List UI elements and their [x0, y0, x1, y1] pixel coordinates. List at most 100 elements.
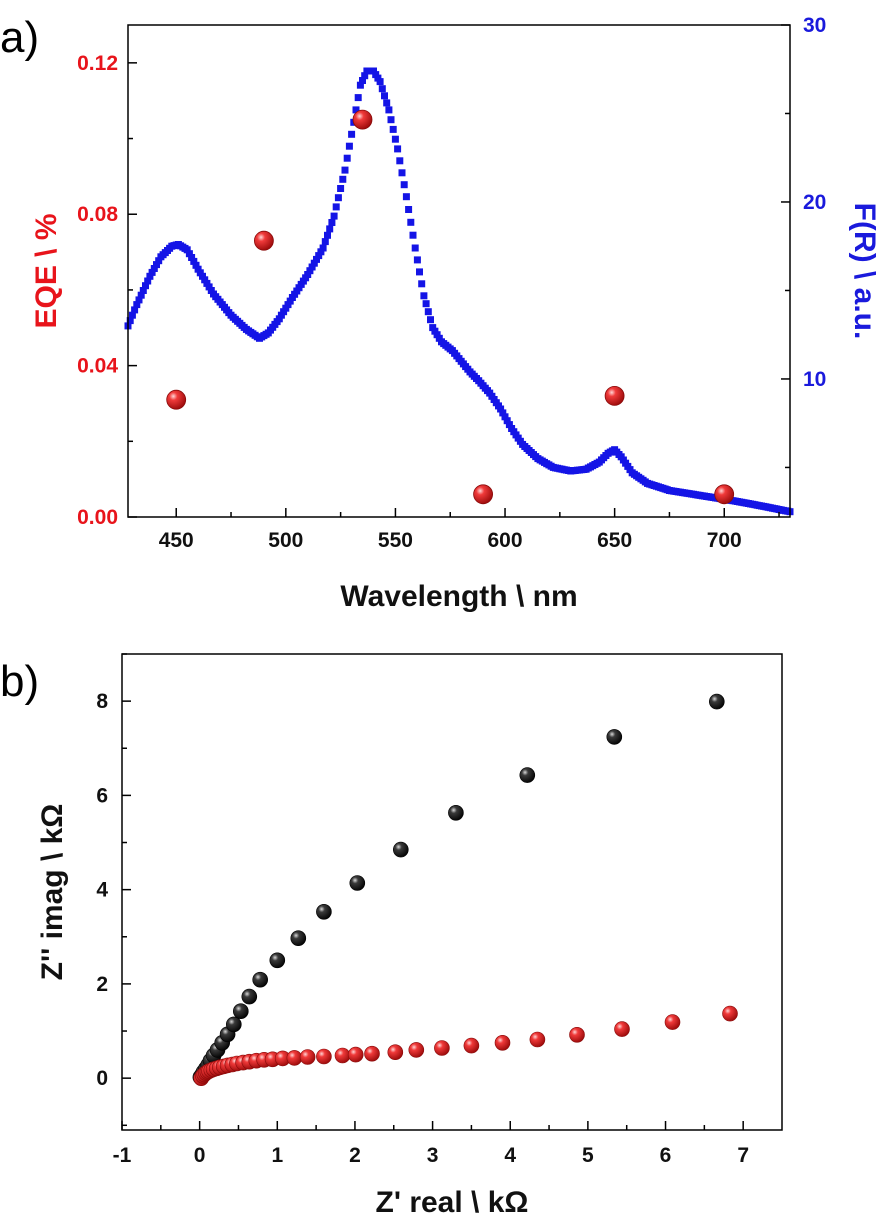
chart-a-y-axis-title: EQE \ % — [30, 213, 63, 328]
black-series-point-14 — [269, 952, 286, 969]
spectrum-point-11 — [148, 268, 156, 276]
chart-a-y2-axis-title: F(R) \ a.u. — [848, 203, 876, 340]
black-series-point-11 — [233, 1003, 249, 1020]
spectrum-point-102 — [348, 130, 356, 138]
spectrum-point-4 — [133, 301, 141, 309]
chart-b-x-tick-label-5: 4 — [504, 1144, 516, 1167]
red-series-point-23 — [334, 1047, 351, 1064]
spectrum-point-108 — [361, 72, 369, 80]
red-series-point-20 — [286, 1050, 303, 1066]
black-series-point-19 — [448, 804, 464, 821]
spectrum-point-90 — [321, 238, 329, 246]
spectrum-point-6 — [137, 291, 145, 299]
spectrum-point-124 — [396, 157, 404, 165]
black-series-point-15 — [290, 930, 307, 947]
chart-a-y-tick-label-1: 0.04 — [77, 355, 118, 378]
panel-label-b: b) — [0, 657, 39, 706]
spectrum-point-94 — [330, 212, 338, 220]
spectrum-point-95 — [332, 203, 340, 211]
red-series-point-24 — [347, 1046, 364, 1063]
spectrum-point-2 — [128, 311, 136, 319]
chart-b-plot — [192, 693, 738, 1086]
chart-b-x-tick-label-8: 7 — [737, 1144, 749, 1167]
black-series-point-21 — [606, 729, 623, 745]
spectrum-point-37 — [205, 283, 213, 291]
spectrum-point-8 — [142, 282, 149, 290]
chart-b-x-tick-label-1: 0 — [194, 1144, 206, 1167]
spectrum-point-119 — [385, 106, 393, 114]
spectrum-point-133 — [416, 268, 423, 276]
chart-b-y-tick-label-4: 8 — [96, 690, 108, 713]
spectrum-point-107 — [359, 77, 366, 84]
eqe-point-0 — [166, 389, 187, 410]
eqe-point-1 — [253, 230, 274, 251]
chart-b-x-axis-title: Z' real \ kΩ — [376, 1186, 529, 1219]
chart-b-ticks: -1 0 1 2 3 4 5 6 7 0 2 4 6 8 — [96, 653, 749, 1167]
red-series-point-27 — [408, 1042, 425, 1058]
spectrum-point-129 — [407, 218, 415, 226]
spectrum-point-135 — [420, 292, 428, 300]
spectrum-point-130 — [409, 231, 417, 239]
spectrum-point-139 — [429, 324, 437, 332]
spectrum-point-9 — [144, 277, 152, 285]
chart-b-x-tick-label-3: 2 — [349, 1144, 361, 1167]
chart-a-x-axis-title: Wavelength \ nm — [340, 580, 577, 613]
spectrum-point-131 — [411, 244, 419, 252]
spectrum-point-121 — [389, 125, 397, 133]
spectrum-point-35 — [201, 276, 209, 284]
spectrum-point-10 — [146, 272, 154, 280]
spectrum-point-172 — [501, 413, 509, 421]
chart-b-y-tick-label-3: 6 — [96, 784, 108, 807]
spectrum-point-30 — [190, 257, 198, 265]
spectrum-point-170 — [497, 405, 505, 413]
chart-a-x-tick-label-5: 700 — [707, 529, 742, 552]
spectrum-point-112 — [370, 67, 377, 75]
chart-a-x-tick-label-4: 650 — [597, 529, 632, 552]
black-series-point-20 — [519, 767, 536, 783]
red-series-point-29 — [463, 1037, 480, 1054]
eqe-point-5 — [714, 484, 735, 505]
chart-a-y2-tick-label-0: 10 — [803, 368, 826, 391]
chart-b-x-tick-label-6: 5 — [582, 1144, 594, 1167]
spectrum-point-116 — [378, 85, 386, 93]
spectrum-point-31 — [192, 261, 200, 269]
chart-a-frame — [127, 24, 791, 518]
spectrum-point-120 — [387, 116, 395, 124]
red-series-point-32 — [569, 1027, 585, 1043]
spectrum-point-14 — [155, 257, 163, 265]
spectrum-point-106 — [356, 81, 364, 89]
spectrum-point-171 — [499, 409, 507, 417]
chart-b: b) -1 0 1 2 3 4 5 6 7 0 2 4 6 8 Z' real \ kΩ Z'' imag… — [0, 653, 783, 1219]
red-series-point-34 — [664, 1014, 681, 1030]
spectrum-point-12 — [150, 265, 158, 272]
spectrum-point-87 — [315, 252, 323, 260]
spectrum-point-138 — [427, 316, 434, 324]
chart-a-x-tick-label-2: 550 — [378, 529, 413, 552]
spectrum-point-132 — [413, 256, 421, 264]
chart-a-y2-tick-label-2: 30 — [803, 14, 826, 37]
black-series-point-12 — [241, 988, 258, 1005]
red-series-point-33 — [614, 1021, 630, 1037]
spectrum-point-89 — [319, 244, 327, 252]
chart-b-x-tick-label-7: 6 — [660, 1144, 672, 1167]
red-series-point-28 — [434, 1040, 450, 1056]
chart-a-x-tick-label-1: 500 — [268, 529, 303, 552]
chart-a-x-tick-label-0: 450 — [159, 529, 194, 552]
spectrum-point-29 — [188, 254, 196, 261]
spectrum-point-92 — [326, 225, 334, 233]
spectrum-point-86 — [313, 255, 320, 263]
chart-b-frame — [121, 653, 783, 1131]
spectrum-point-91 — [324, 231, 331, 239]
spectrum-point-88 — [317, 248, 325, 256]
spectrum-point-32 — [194, 265, 202, 273]
spectrum-point-98 — [339, 175, 347, 183]
panel-label-a: a) — [0, 13, 39, 62]
black-series-point-16 — [316, 903, 332, 920]
red-series-point-35 — [722, 1005, 738, 1022]
spectrum-point-141 — [433, 331, 441, 339]
black-series-point-17 — [349, 875, 366, 891]
spectrum-point-72 — [282, 304, 290, 312]
chart-b-x-tick-label-4: 3 — [427, 1144, 439, 1167]
spectrum-point-128 — [405, 206, 413, 213]
chart-a: a) 450 500 550 600 650 700 0.00 0.04 0.08 0.12 10 2… — [0, 13, 876, 613]
